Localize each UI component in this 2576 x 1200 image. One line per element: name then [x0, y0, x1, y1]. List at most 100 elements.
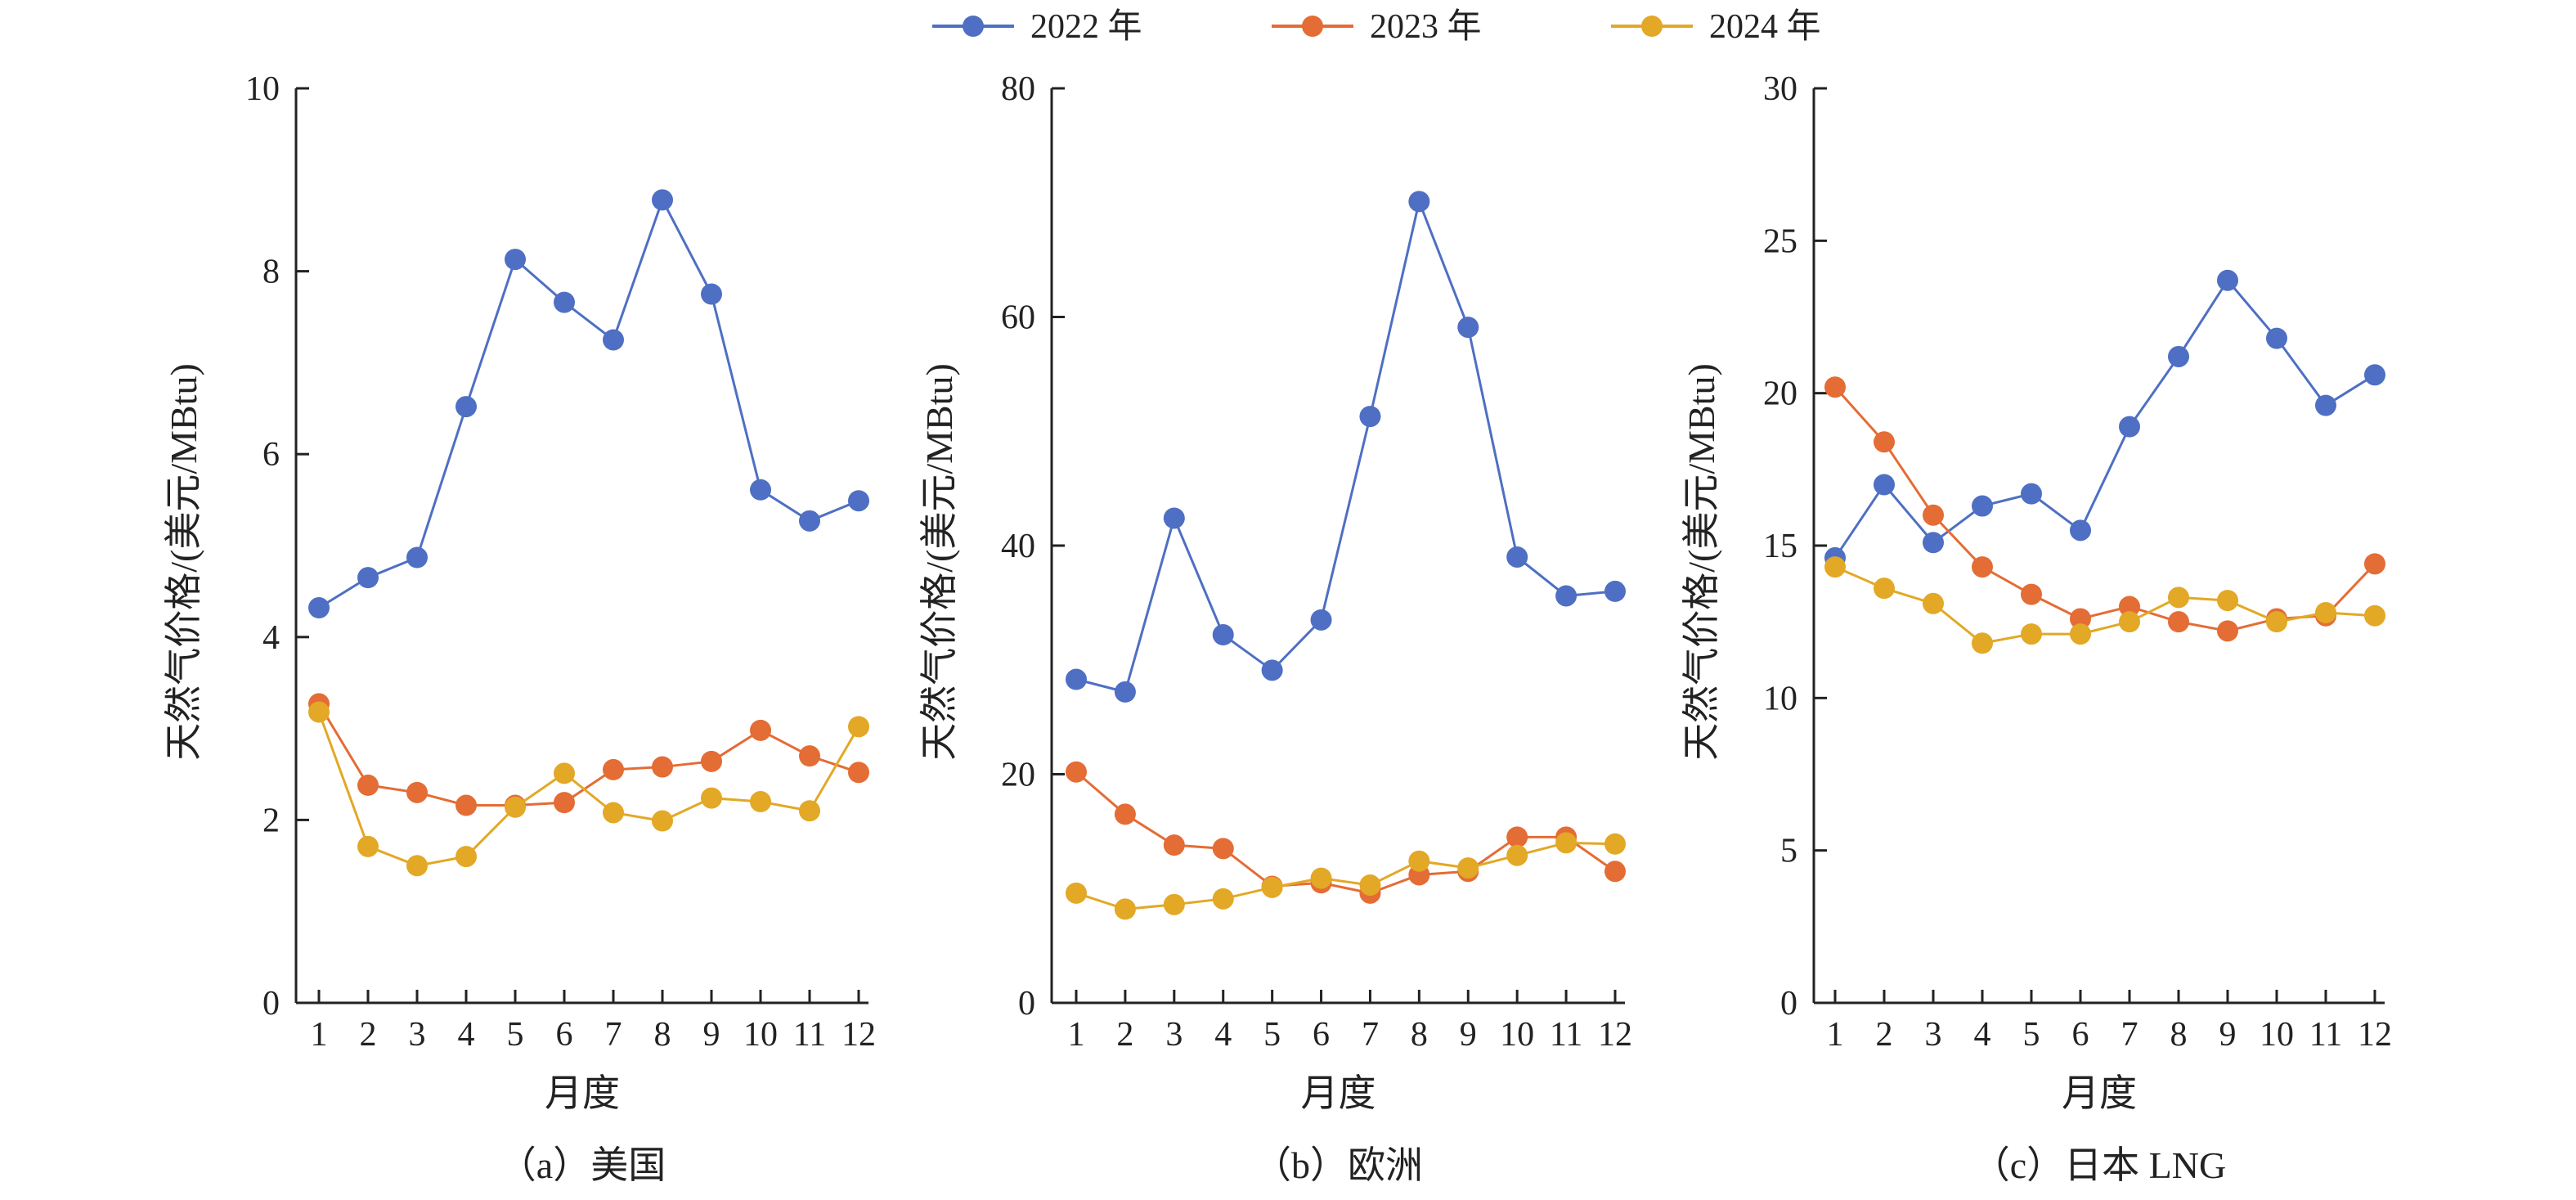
- data-point: [554, 792, 575, 814]
- data-point: [603, 802, 624, 824]
- x-tick-label: 11: [1550, 1016, 1582, 1054]
- series-2024: [1066, 832, 1626, 920]
- y-tick-label: 30: [1763, 70, 1797, 108]
- data-point: [2364, 553, 2385, 575]
- data-point: [652, 189, 673, 211]
- x-tick-label: 6: [1313, 1016, 1330, 1054]
- data-point: [848, 490, 869, 512]
- y-tick-label: 6: [263, 436, 280, 474]
- series-line: [318, 196, 859, 609]
- series-line: [1833, 278, 2376, 559]
- series-2024: [1824, 556, 2385, 654]
- data-point: [1555, 832, 1577, 854]
- data-point: [505, 796, 526, 818]
- data-point: [1066, 882, 1087, 904]
- x-tick-label: 11: [2309, 1016, 2342, 1054]
- x-tick-label: 3: [1165, 1016, 1183, 1054]
- y-tick-label: 5: [1780, 833, 1797, 870]
- data-point: [799, 510, 820, 532]
- series-line: [1075, 197, 1616, 694]
- x-tick-label: 6: [2072, 1016, 2089, 1054]
- data-point: [1408, 191, 1430, 213]
- data-point: [2070, 623, 2091, 645]
- data-point: [1163, 834, 1185, 856]
- x-tick-label: 7: [605, 1016, 622, 1054]
- data-point: [1555, 585, 1577, 607]
- data-point: [1310, 609, 1332, 631]
- data-point: [406, 781, 428, 803]
- x-tick-label: 9: [703, 1016, 720, 1054]
- data-point: [603, 758, 624, 780]
- legend-label: 2024 年: [1709, 7, 1821, 46]
- data-point: [1972, 632, 1993, 654]
- data-point: [2168, 587, 2189, 609]
- data-point: [1114, 803, 1136, 825]
- data-point: [1923, 592, 1944, 614]
- data-point: [505, 249, 526, 271]
- y-tick-label: 0: [1018, 985, 1035, 1022]
- data-point: [848, 762, 869, 784]
- data-point: [2315, 394, 2336, 416]
- x-tick-label: 4: [1974, 1016, 1991, 1054]
- x-tick-label: 11: [793, 1016, 826, 1054]
- chart-caption: （a）美国: [499, 1144, 666, 1186]
- data-point: [357, 567, 379, 589]
- y-tick-label: 25: [1763, 222, 1797, 260]
- y-tick-label: 40: [1001, 528, 1035, 565]
- data-point: [2217, 620, 2238, 642]
- y-tick-label: 10: [245, 70, 280, 108]
- x-tick-label: 3: [1925, 1016, 1942, 1054]
- data-point: [1604, 861, 1626, 883]
- y-tick-label: 4: [263, 619, 280, 657]
- x-tick-label: 2: [1116, 1016, 1133, 1054]
- data-point: [1506, 844, 1528, 866]
- series-2023: [308, 693, 869, 816]
- data-point: [308, 701, 330, 723]
- data-point: [750, 719, 771, 741]
- y-tick-label: 20: [1763, 375, 1797, 413]
- y-tick-label: 0: [1780, 985, 1797, 1022]
- data-point: [2266, 327, 2287, 349]
- y-axis-label: 天然气价格/(美元/MBtu): [918, 363, 960, 761]
- data-point: [1261, 876, 1283, 898]
- series-line: [1833, 386, 2376, 632]
- series-line: [1834, 565, 2376, 645]
- x-tick-label: 9: [2219, 1016, 2237, 1054]
- data-point: [2119, 611, 2140, 633]
- legend-label: 2022 年: [1030, 7, 1142, 46]
- data-point: [1114, 898, 1136, 920]
- x-tick-label: 7: [1362, 1016, 1379, 1054]
- legend-marker: [1641, 16, 1663, 37]
- data-point: [1163, 893, 1185, 915]
- data-point: [1310, 867, 1332, 889]
- series-line: [1075, 841, 1616, 910]
- x-tick-label: 5: [1263, 1016, 1281, 1054]
- y-tick-label: 60: [1001, 299, 1035, 337]
- x-tick-label: 10: [743, 1016, 778, 1054]
- y-axis-label: 天然气价格/(美元/MBtu): [163, 363, 204, 761]
- data-point: [1066, 668, 1087, 690]
- data-point: [701, 787, 722, 809]
- data-point: [750, 479, 771, 501]
- data-point: [2070, 519, 2091, 542]
- data-point: [2119, 416, 2140, 438]
- data-point: [1972, 556, 1993, 578]
- data-point: [1506, 826, 1528, 848]
- x-tick-label: 5: [507, 1016, 524, 1054]
- y-axis-label: 天然气价格/(美元/MBtu): [1681, 363, 1722, 761]
- data-point: [1824, 376, 1846, 398]
- data-point: [456, 396, 477, 418]
- data-point: [554, 291, 575, 313]
- legend-label: 2023 年: [1370, 7, 1482, 46]
- series-2024: [308, 701, 869, 877]
- data-point: [652, 756, 673, 778]
- data-point: [1923, 504, 1944, 526]
- data-point: [2021, 583, 2042, 605]
- x-tick-label: 12: [1598, 1016, 1632, 1054]
- x-tick-label: 7: [2121, 1016, 2138, 1054]
- data-point: [1874, 431, 1895, 453]
